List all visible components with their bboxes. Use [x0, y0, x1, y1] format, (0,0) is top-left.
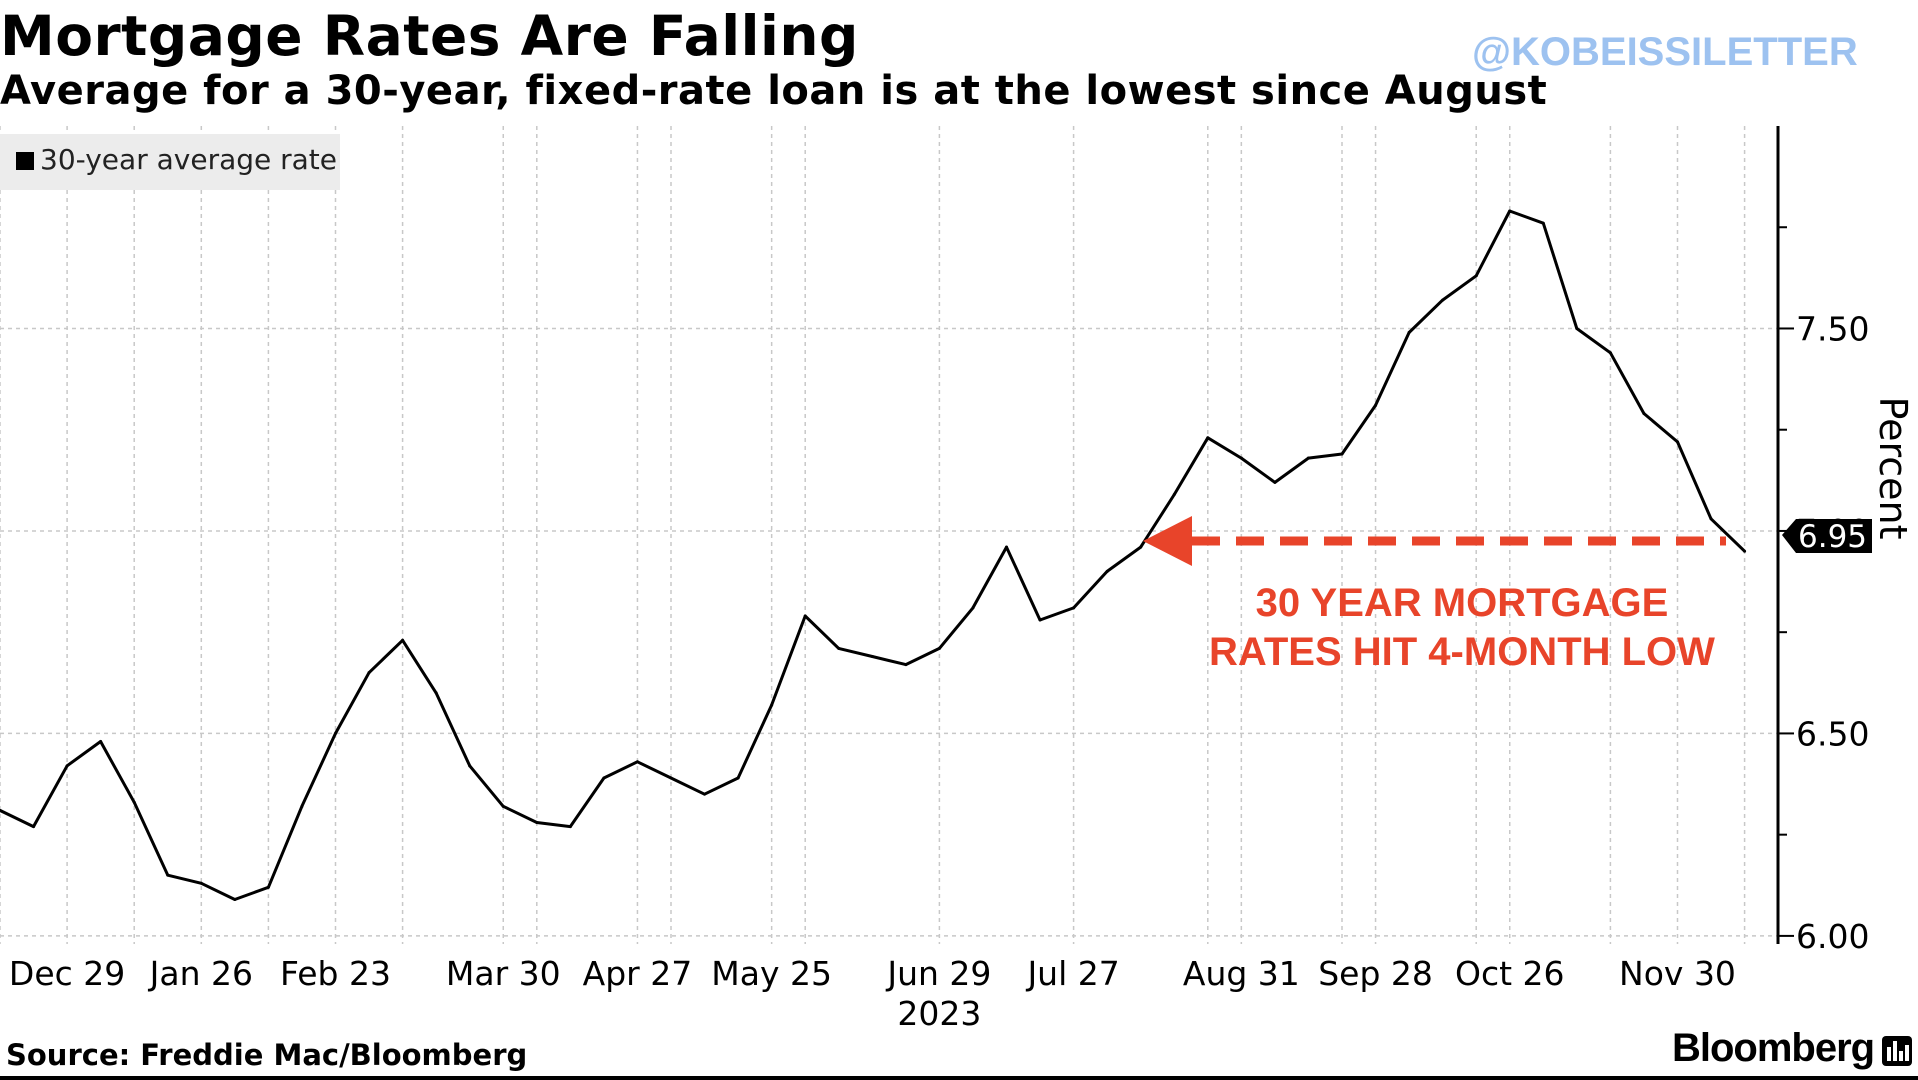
source-note: Source: Freddie Mac/Bloomberg — [6, 1038, 528, 1072]
y-axis-ticks: 6.006.507.007.50 — [1778, 226, 1869, 956]
x-tick-label: May 25 — [711, 954, 832, 993]
data-point — [635, 760, 639, 764]
data-point — [770, 703, 774, 707]
data-point — [434, 691, 438, 695]
data-point — [1709, 517, 1713, 521]
data-point — [1005, 545, 1008, 549]
chart-subtitle: Average for a 30-year, fixed-rate loan i… — [0, 68, 1548, 114]
legend: 30-year average rate — [0, 134, 340, 190]
data-point — [870, 654, 874, 658]
data-point — [501, 804, 505, 808]
annotation-arrowhead — [1143, 516, 1192, 566]
data-point — [803, 614, 807, 618]
data-point — [1172, 493, 1176, 497]
data-point — [65, 764, 69, 768]
data-point — [937, 646, 941, 650]
watermark: @KOBEISSILETTER — [1472, 30, 1858, 74]
data-point — [971, 606, 975, 610]
data-point — [199, 881, 203, 885]
data-point — [1206, 436, 1210, 440]
x-tick-label: Oct 26 — [1455, 954, 1565, 993]
data-point — [1474, 274, 1478, 278]
grid-lines — [0, 126, 1778, 944]
x-tick-label: Jul 27 — [1025, 954, 1119, 993]
data-point — [1239, 456, 1243, 460]
data-point — [0, 808, 2, 812]
y-tick-label: 6.00 — [1796, 917, 1869, 956]
data-point — [1139, 545, 1143, 549]
data-point — [32, 825, 36, 829]
chart-title: Mortgage Rates Are Falling — [0, 4, 859, 68]
data-point — [367, 671, 371, 675]
x-tick-label: Apr 27 — [583, 954, 693, 993]
data-point — [703, 792, 707, 796]
y-tick-label: 6.50 — [1796, 714, 1869, 753]
data-point — [1676, 440, 1679, 444]
data-point — [1273, 480, 1277, 484]
x-tick-label: Dec 29 — [9, 954, 125, 993]
x-tick-label: Jun 29 — [885, 954, 991, 993]
data-point — [468, 764, 472, 768]
bloomberg-terminal-icon — [1882, 1036, 1912, 1066]
data-point — [1072, 606, 1076, 610]
data-point — [1508, 209, 1512, 213]
data-point — [1105, 569, 1109, 573]
data-point — [132, 800, 136, 804]
data-point — [233, 897, 237, 901]
data-point — [266, 885, 270, 889]
data-point — [1374, 403, 1378, 407]
data-point — [1608, 351, 1612, 355]
last-value-tag — [1782, 519, 1872, 553]
data-point — [334, 731, 337, 735]
data-point — [1306, 456, 1310, 460]
x-tick-label: Aug 31 — [1183, 954, 1300, 993]
data-point — [1575, 326, 1579, 330]
data-point — [1441, 298, 1445, 302]
x-year-label: 2023 — [897, 994, 981, 1033]
data-point — [837, 646, 841, 650]
x-axis-ticks: Dec 29 Jan 26 Feb 23 Mar 30 Apr 27 May 25 Jun … — [9, 954, 1736, 1033]
series-line-30-year-average-rate — [0, 209, 1746, 901]
data-point — [602, 776, 606, 780]
x-tick-label: Nov 30 — [1619, 954, 1736, 993]
annotation-text-line-2: RATES HIT 4-MONTH LOW — [1209, 630, 1715, 674]
data-point — [568, 825, 572, 829]
legend-swatch — [16, 152, 34, 170]
bloomberg-logo: Bloomberg — [1672, 1026, 1875, 1070]
x-tick-label: Feb 23 — [280, 954, 391, 993]
y-tick-label: 7.50 — [1796, 309, 1869, 348]
last-value-label: 6.95 — [1798, 519, 1867, 555]
data-point — [1407, 331, 1411, 335]
annotation-text-line-1: 30 YEAR MORTGAGE — [1256, 581, 1669, 625]
data-point — [300, 804, 304, 808]
x-tick-label: Sep 28 — [1318, 954, 1433, 993]
series-points — [0, 209, 1747, 901]
data-point — [1541, 221, 1545, 225]
data-point — [99, 740, 103, 744]
legend-label: 30-year average rate — [40, 143, 338, 176]
data-point — [166, 873, 170, 877]
data-point — [535, 821, 539, 825]
data-point — [1038, 618, 1042, 622]
data-point — [1340, 452, 1344, 456]
data-point — [1743, 549, 1747, 553]
data-point — [401, 638, 405, 642]
data-point — [1642, 412, 1646, 416]
x-tick-label: Mar 30 — [446, 954, 561, 993]
y-axis-label: Percent — [1871, 397, 1915, 540]
data-point — [904, 663, 908, 667]
data-point — [669, 776, 673, 780]
bottom-rule — [0, 1076, 1918, 1080]
data-point — [736, 776, 740, 780]
x-tick-label: Jan 26 — [148, 954, 253, 993]
